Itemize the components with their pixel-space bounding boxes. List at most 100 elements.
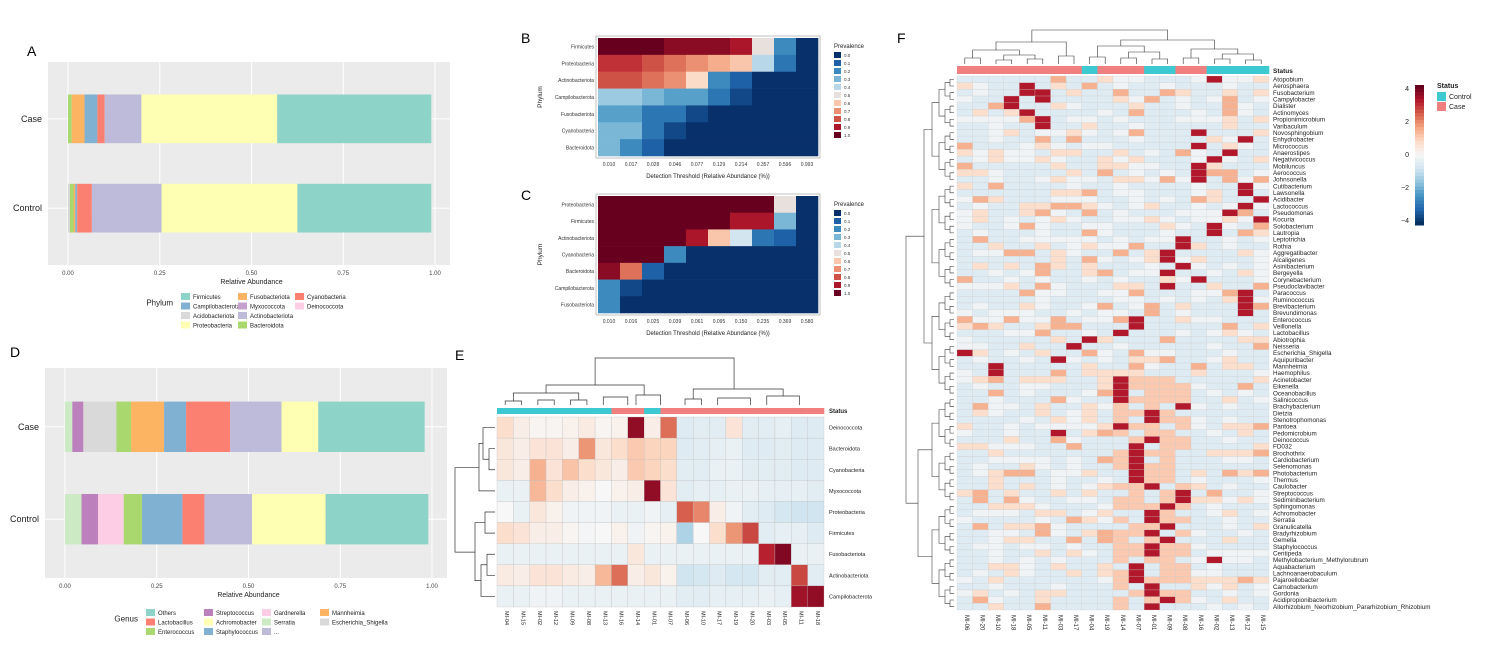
heatmap-cell [972,516,989,524]
heatmap-cell [620,279,643,297]
heatmap-cell [1112,489,1129,497]
heatmap-cell [1190,489,1207,497]
heatmap-cell [1175,362,1192,370]
heatmap-cell [611,522,628,544]
heatmap-cell [1237,576,1254,584]
heatmap-cell [956,523,973,531]
heatmap-cell [972,242,989,250]
heatmap-cell [529,459,547,481]
heatmap-cell [1066,489,1082,497]
bar-segment-campilobacterota [75,183,78,233]
heatmap-cell [1034,276,1051,284]
heatmap-cell [1159,409,1176,417]
row-label: Dialister [1273,103,1296,110]
row-label: Photobacterium [1273,470,1317,477]
heatmap-cell [1222,523,1238,531]
heatmap-cell [1019,449,1036,457]
heatmap-cell [1222,316,1238,324]
heatmap-cell [972,236,989,243]
heatmap-cell [1003,102,1020,110]
row-label: Aggregatibacter [1273,250,1317,257]
heatmap-cell [1253,349,1270,357]
row-label: Brevibacterium [1273,303,1315,310]
row-label: Ruminococcus [1273,297,1314,304]
heatmap-cell [1175,89,1192,97]
heatmap-cell [1237,483,1254,490]
panel-label-d: D [10,344,20,360]
heatmap-cell [529,564,547,587]
heatmap-cell [1253,449,1270,457]
heatmap-cell [1081,342,1098,350]
heatmap-cell [972,409,989,417]
heatmap-cell [956,256,973,264]
col-label: MI-15 [520,611,526,625]
heatmap-cell [1128,549,1145,557]
heatmap-cell [1237,196,1254,203]
heatmap-cell [1159,603,1176,611]
heatmap-cell [1144,422,1160,430]
legend-swatch [1437,92,1446,101]
heatmap-cell [1003,282,1020,290]
heatmap-cell [1003,209,1020,217]
heatmap-cell [988,342,1004,350]
heatmap-cell [972,389,989,397]
heatmap-cell [513,480,530,502]
heatmap-cell [1019,82,1036,90]
heatmap-cell [513,501,530,523]
heatmap-cell [1097,309,1114,317]
heatmap-cell [1222,429,1238,437]
heatmap-cell [1206,603,1223,611]
heatmap-cell [972,489,989,497]
heatmap-cell [1222,509,1238,517]
heatmap-cell [1237,536,1254,544]
heatmap-cell [1237,155,1254,163]
colorbar-segment [1415,95,1424,100]
heatmap-cell [774,139,797,157]
heatmap-cell [752,71,775,89]
heatmap-cell [1019,222,1036,230]
heatmap-cell [1003,429,1020,437]
heatmap-cell [1097,409,1114,417]
colorbar-tick: −2 [1401,185,1409,192]
row-label: Brochothrix [1273,450,1306,457]
heatmap-cell [1144,302,1160,310]
heatmap-cell [1066,309,1082,317]
legend-label: 0.7 [844,109,851,114]
bar-segment-fusobacteriota [73,183,76,233]
legend-swatch [262,609,271,616]
status-cell [1175,66,1192,74]
heatmap-cell [1003,222,1020,230]
heatmap-cell [1097,182,1114,190]
row-label: Lactococcus [1273,203,1308,210]
legend-label: 1.0 [844,291,851,296]
row-label: Staphylococcus [1273,544,1317,551]
heatmap-cell [1097,569,1114,577]
heatmap-cell [972,296,989,304]
heatmap-cell [796,296,819,314]
heatmap-cell [1206,95,1223,103]
heatmap-cell [1222,129,1238,137]
heatmap-cell [1128,102,1145,110]
heatmap-cell [1222,349,1238,357]
heatmap-cell [1175,289,1192,297]
heatmap-cell [1175,436,1192,444]
heatmap-cell [598,38,621,56]
heatmap-cell [1206,269,1223,277]
heatmap-cell [1081,596,1098,604]
heatmap-cell [1112,169,1129,177]
row-label: Granulicatella [1273,524,1312,531]
heatmap-cell [611,459,628,481]
heatmap-cell [1003,289,1020,297]
heatmap-cell [956,162,973,170]
legend-swatch [204,628,213,635]
heatmap-cell [988,389,1004,397]
heatmap-cell [1003,456,1020,464]
heatmap-cell [1019,256,1036,264]
heatmap-cell [1097,135,1114,143]
heatmap-cell [725,585,743,608]
heatmap-cell [1128,202,1145,210]
heatmap-cell [972,282,989,290]
bar-segment-bacteroidota [69,183,74,233]
heatmap-cell [1112,503,1129,511]
heatmap-cell [1097,289,1114,297]
